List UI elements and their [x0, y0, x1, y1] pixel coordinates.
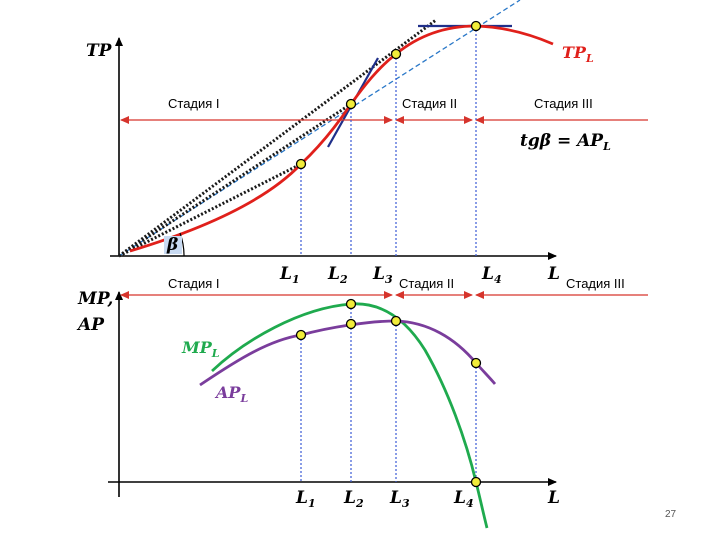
- ap-point-max: [390, 315, 402, 327]
- top-x-axis-label: L: [547, 264, 560, 284]
- top-graph: β TP TPL tgβ = APL Стадия I Стадия II Ст…: [86, 0, 648, 286]
- tp-point-l4: [470, 20, 482, 32]
- tp-curve: [129, 24, 554, 253]
- formula-label: tgβ = APL: [520, 131, 611, 153]
- tp-curve-label: TPL: [562, 43, 594, 65]
- bottom-y-axis-label-line1: MP,: [77, 289, 113, 309]
- beta-label-box: [164, 236, 182, 254]
- ap-curve: [199, 319, 497, 387]
- bottom-l1-mark: L1: [295, 488, 316, 510]
- ap-point-l2: [345, 318, 357, 330]
- top-l4-mark: L4: [481, 264, 502, 286]
- tp-point-l1: [295, 158, 307, 170]
- bottom-stage-2-label: Стадия II: [399, 276, 454, 291]
- top-l3-mark: L3: [372, 264, 393, 286]
- mp-point-zero: [470, 476, 482, 488]
- bottom-stage-1-label: Стадия I: [168, 276, 220, 291]
- mp-curve-label: MPL: [181, 338, 220, 360]
- top-stage-2-label: Стадия II: [402, 96, 457, 111]
- beta-angle-arc: [179, 232, 185, 257]
- top-l1-mark: L1: [279, 264, 300, 286]
- ray-to-l1: [118, 162, 302, 258]
- bottom-l2-mark: L2: [343, 488, 364, 510]
- bottom-stage-3-label: Стадия III: [566, 276, 625, 291]
- top-stage-1-label: Стадия I: [168, 96, 220, 111]
- bottom-y-axis-label-line2: AP: [76, 315, 105, 335]
- average-product-ray: [118, 0, 521, 257]
- bottom-l4-mark: L4: [453, 488, 474, 510]
- ap-point-l1: [295, 329, 307, 341]
- beta-label: β: [166, 235, 178, 255]
- top-stage-3-label: Стадия III: [534, 96, 593, 111]
- bottom-x-axis-label: L: [547, 488, 560, 508]
- bottom-graph: MP, AP MPL APL Стадия I Стадия II Стадия…: [76, 276, 648, 529]
- mp-point-max: [345, 298, 357, 310]
- ap-point-l4: [470, 357, 482, 369]
- top-l2-mark: L2: [327, 264, 348, 286]
- bottom-l3-mark: L3: [389, 488, 410, 510]
- ap-curve-label: APL: [214, 383, 248, 405]
- tp-point-l2: [345, 98, 357, 110]
- top-y-axis-label: TP: [86, 41, 113, 61]
- ray-to-l2: [118, 102, 352, 258]
- tp-point-l3: [390, 48, 402, 60]
- ray-to-l3: [118, 18, 437, 258]
- page-number: 27: [665, 509, 677, 520]
